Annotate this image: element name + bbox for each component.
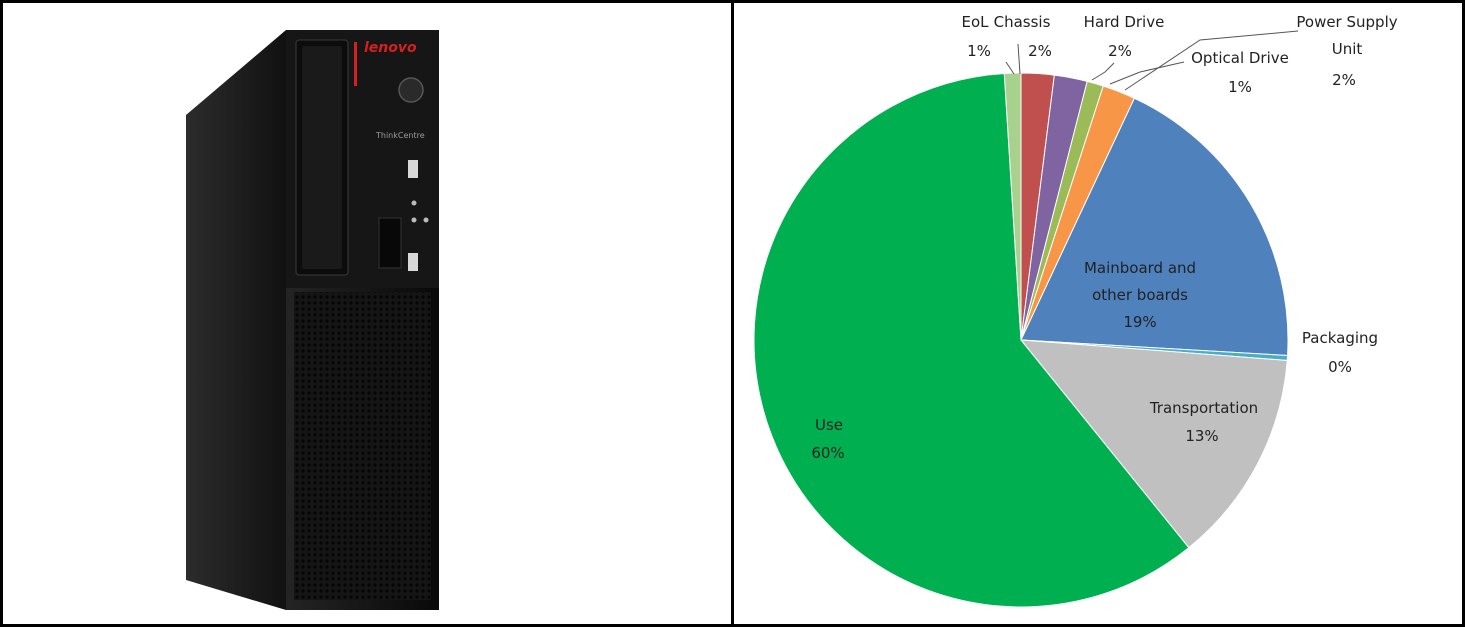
product-photo-cell: lenovo ThinkCentre <box>0 0 734 627</box>
data-label-percent: 1% <box>967 42 991 60</box>
data-label-percent: 1% <box>1228 78 1252 96</box>
chart-cell <box>731 0 1465 627</box>
data-label-name: Power Supply <box>1296 13 1397 31</box>
pie-slice-mainboard-and-other-boards <box>1020 97 1289 356</box>
pie-slice-transportation <box>1019 339 1288 549</box>
data-label-name: Optical Drive <box>1191 49 1289 67</box>
data-label-name: other boards <box>1092 286 1188 304</box>
data-labels: Chassis 2% Hard Drive 2% Optical Drive 1% Powe… <box>811 13 1397 462</box>
pie-slice-use <box>753 72 1190 608</box>
model-label: ThinkCentre <box>375 131 425 140</box>
leader-line <box>1091 62 1115 81</box>
desktop-computer-image: lenovo ThinkCentre <box>186 30 439 610</box>
data-label-percent: 19% <box>1123 313 1156 331</box>
data-label-percent: 0% <box>1328 358 1352 376</box>
data-label-name: Mainboard and <box>1084 259 1196 277</box>
data-label-percent: 2% <box>1332 71 1356 89</box>
leader-line <box>1017 43 1021 75</box>
pie-slice-eol <box>1003 72 1022 341</box>
data-label-name: Use <box>815 416 843 434</box>
pie-slices <box>753 72 1289 608</box>
data-label-name: Hard Drive <box>1084 13 1165 31</box>
data-label-percent: 2% <box>1028 42 1052 60</box>
leader-line <box>1005 61 1015 75</box>
brand-logo: lenovo <box>364 40 417 56</box>
leader-line <box>1124 30 1299 91</box>
data-label-name: Transportation <box>1149 399 1258 417</box>
data-label-percent: 13% <box>1185 427 1218 445</box>
data-label-percent: 60% <box>811 444 844 462</box>
data-label-name: Chassis <box>994 13 1051 31</box>
data-label-name: Packaging <box>1302 329 1378 347</box>
data-label-name: EoL <box>961 13 989 31</box>
data-label-percent: 2% <box>1108 42 1132 60</box>
data-label-name: Unit <box>1332 40 1363 58</box>
leader-lines <box>1005 30 1299 91</box>
leader-line <box>1109 61 1185 85</box>
